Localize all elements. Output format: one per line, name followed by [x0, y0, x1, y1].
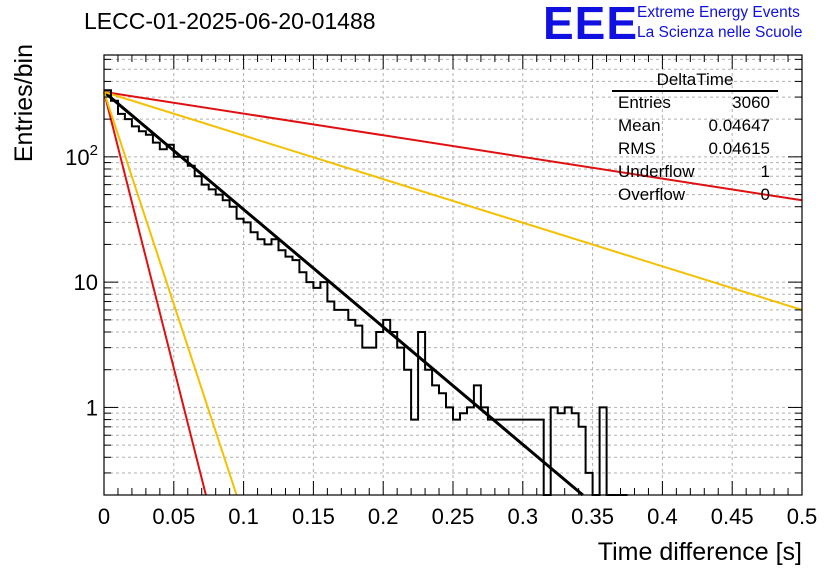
- stats-label: Mean: [618, 116, 661, 135]
- eee-logo: EEE: [543, 0, 639, 49]
- x-tick-label: 0.4: [647, 504, 678, 529]
- stats-value: 3060: [732, 93, 770, 112]
- series-line: [103, 90, 803, 311]
- series-line: [103, 91, 207, 496]
- stats-row-overflow: Overflow 0: [618, 185, 770, 207]
- x-tick-label: 0.15: [292, 504, 335, 529]
- x-tick-label: 0.25: [432, 504, 475, 529]
- x-tick-label: 0: [98, 504, 110, 529]
- x-tick-label: 0.5: [787, 504, 818, 529]
- x-tick-label: 0.35: [571, 504, 614, 529]
- histogram-steps: [104, 89, 628, 496]
- stats-box: DeltaTime Entries 3060 Mean 0.04647 RMS …: [612, 70, 778, 210]
- stats-value: 0.04615: [708, 139, 770, 158]
- y-axis-title: Entries/bin: [10, 44, 38, 162]
- x-tick-label: 0.05: [152, 504, 195, 529]
- x-tick-label: 0.45: [711, 504, 754, 529]
- stats-value: 0: [760, 185, 770, 204]
- stats-row-mean: Mean 0.04647: [618, 116, 770, 138]
- x-tick-label: 0.3: [508, 504, 539, 529]
- stats-title: DeltaTime: [656, 70, 734, 89]
- x-tick-label: 0.2: [368, 504, 399, 529]
- y-tick-label: 102: [65, 142, 98, 170]
- y-tick-label: 1: [86, 395, 98, 420]
- stats-row-entries: Entries 3060: [618, 93, 770, 115]
- stats-value: 1: [760, 162, 770, 181]
- series-line: [103, 91, 238, 496]
- logo-line-2: La Scienza nelle Scuole: [637, 24, 803, 41]
- logo-line-1: Extreme Energy Events: [637, 4, 800, 21]
- stats-label: Entries: [618, 93, 671, 112]
- stats-value: 0.04647: [708, 116, 770, 135]
- y-tick-label: 10: [74, 270, 98, 295]
- x-axis-title: Time difference [s]: [598, 538, 802, 566]
- page-title: LECC-01-2025-06-20-01488: [84, 8, 376, 34]
- stats-row-rms: RMS 0.04615: [618, 139, 770, 161]
- stats-row-underflow: Underflow 1: [618, 162, 770, 184]
- stats-label: RMS: [618, 139, 656, 158]
- histogram-layer: [104, 89, 628, 496]
- stats-label: Underflow: [618, 162, 695, 181]
- series-line: [103, 90, 803, 202]
- x-tick-label: 0.1: [228, 504, 259, 529]
- series-layer: [103, 90, 803, 497]
- axes-layer: 0 0.05 0.1 0.15 0.2 0.25 0.3 0.35 0.4 0.45 0.51101…: [65, 54, 818, 529]
- stats-label: Overflow: [618, 185, 686, 204]
- stats-divider: [612, 90, 778, 92]
- series-line: [103, 90, 584, 497]
